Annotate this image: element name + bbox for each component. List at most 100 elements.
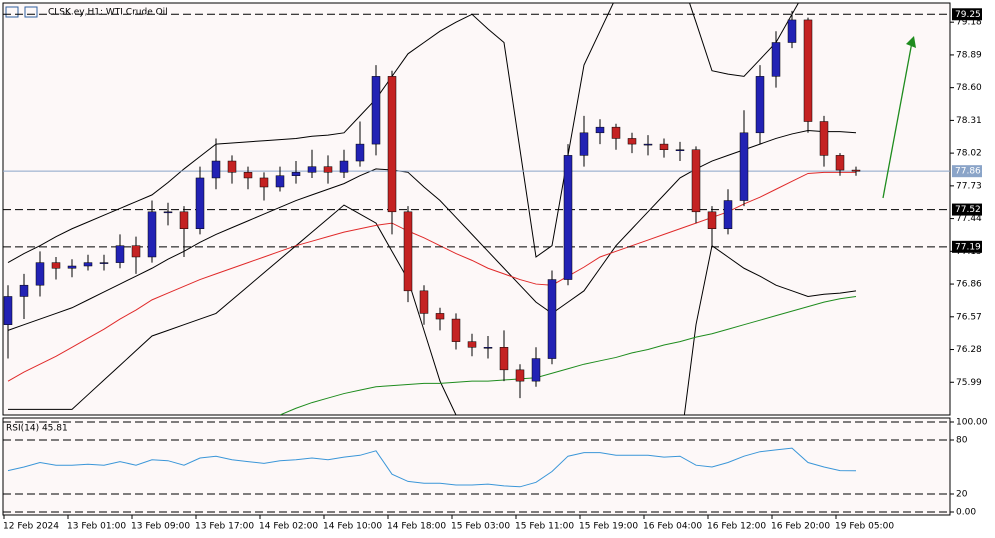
x-tick-label: 12 Feb 2024	[3, 522, 59, 532]
candle-body	[291, 172, 301, 176]
current-price-label: 77.86	[955, 167, 981, 177]
candle-body	[323, 166, 333, 173]
candle-body	[99, 262, 109, 264]
candle-body	[339, 160, 349, 173]
indicator-line	[279, 295, 857, 415]
candle-body	[371, 76, 381, 145]
candle-body	[435, 313, 445, 320]
icon-box	[5, 6, 19, 18]
x-tick-label: 15 Feb 11:00	[515, 522, 574, 532]
x-tick-label: 13 Feb 17:00	[195, 522, 254, 532]
candle-body	[627, 138, 637, 145]
rsi-panel	[2, 417, 951, 516]
axes: 79.1878.8978.6078.3178.0277.7377.4477.15…	[3, 8, 988, 532]
candle-body	[3, 296, 13, 325]
candle-body	[147, 211, 157, 258]
candle-body	[355, 143, 365, 162]
rsi-plot	[3, 421, 950, 513]
candle-body	[195, 177, 205, 230]
candle-body	[787, 19, 797, 43]
candle-body	[451, 318, 461, 342]
x-tick-label: 13 Feb 01:00	[67, 522, 126, 532]
y-tick-label: 76.57	[956, 312, 982, 322]
candle-body	[403, 211, 413, 292]
indicator-line	[7, 130, 857, 331]
y-tick-label: 80	[956, 436, 968, 446]
y-tick-label: 78.02	[956, 149, 982, 159]
level-label-box	[952, 8, 982, 21]
y-tick-label: 100.00	[956, 418, 988, 428]
candle-body	[19, 284, 29, 297]
y-tick-label: 77.73	[956, 181, 982, 191]
x-tick-label: 15 Feb 19:00	[579, 522, 638, 532]
y-tick-label: 0.00	[956, 508, 976, 518]
candle-body	[707, 211, 717, 230]
candle-body	[515, 369, 525, 382]
x-tick-label: 16 Feb 12:00	[707, 522, 766, 532]
y-tick-label: 76.86	[956, 280, 982, 290]
candle-body	[739, 132, 749, 201]
candle-body	[611, 126, 621, 139]
level-label: 77.19	[955, 242, 981, 252]
candle-body	[819, 121, 829, 156]
chart-icon	[5, 6, 38, 18]
candle-body	[259, 177, 269, 188]
y-tick-label: 78.60	[956, 83, 982, 93]
x-tick-label: 16 Feb 04:00	[643, 522, 702, 532]
candle-body	[387, 76, 397, 213]
level-label-box	[952, 240, 982, 253]
x-tick-label: 13 Feb 09:00	[131, 522, 190, 532]
candle-body	[483, 347, 493, 349]
candle-body	[755, 76, 765, 134]
candle-body	[179, 211, 189, 230]
level-label: 77.52	[955, 205, 981, 215]
level-label-box	[952, 203, 982, 216]
level-label: 79.25	[955, 10, 981, 20]
candle-body	[771, 42, 781, 77]
main-plot	[3, 3, 950, 415]
current-price-box	[952, 165, 982, 178]
candle-body	[691, 149, 701, 213]
rsi-title: RSI(14) 45.81	[6, 424, 68, 434]
y-tick-label: 78.89	[956, 50, 982, 60]
y-tick-label: 75.99	[956, 378, 982, 388]
candle-body	[83, 262, 93, 267]
candle-body	[531, 358, 541, 382]
x-tick-label: 14 Feb 10:00	[323, 522, 382, 532]
y-tick-label: 77.44	[956, 214, 982, 224]
candle-body	[131, 245, 141, 258]
candle-body	[35, 262, 45, 286]
forecast-arrow	[882, 41, 913, 199]
x-tick-label: 19 Feb 05:00	[835, 522, 894, 532]
candle-body	[835, 155, 845, 171]
candle-body	[51, 262, 61, 269]
indicator-line	[8, 204, 857, 415]
chart-title: CLSK.ey,H1: WTI Crude Oil	[48, 8, 168, 18]
candle-body	[419, 290, 429, 314]
main-panel	[2, 2, 951, 416]
y-tick-label: 78.31	[956, 116, 982, 126]
candle-body	[275, 175, 285, 188]
x-tick-label: 15 Feb 03:00	[451, 522, 510, 532]
candle-body	[723, 200, 733, 230]
candle-body	[115, 245, 125, 263]
x-tick-label: 16 Feb 20:00	[771, 522, 830, 532]
candle-body	[499, 347, 509, 371]
x-tick-label: 14 Feb 18:00	[387, 522, 446, 532]
candle-body	[563, 155, 573, 280]
candle-body	[547, 279, 557, 359]
indicator-line	[7, 447, 857, 488]
icon-box	[24, 6, 38, 18]
candle-body	[163, 211, 173, 214]
candle-body	[803, 19, 813, 122]
candle-body	[211, 160, 221, 179]
indicator-line	[7, 3, 799, 264]
candle-body	[675, 149, 685, 151]
candle-body	[659, 143, 669, 150]
y-tick-label: 76.28	[956, 345, 982, 355]
candle-body	[227, 160, 237, 173]
candle-body	[243, 172, 253, 179]
candle-body	[67, 265, 77, 269]
